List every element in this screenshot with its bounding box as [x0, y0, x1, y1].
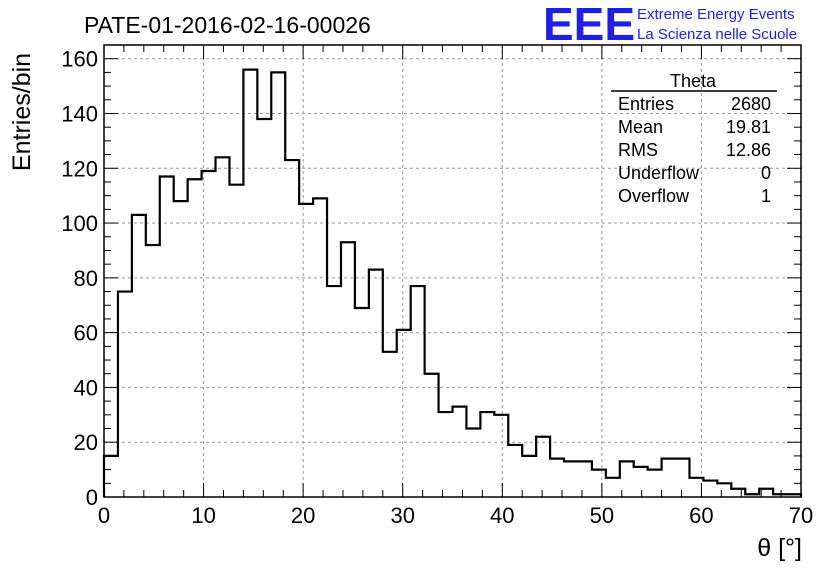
- histogram-bin: [104, 456, 118, 497]
- histogram-bin: [313, 198, 327, 497]
- x-tick-label: 30: [390, 503, 414, 528]
- stats-row-value: 12.86: [726, 140, 771, 160]
- y-tick-label: 140: [61, 101, 98, 126]
- histogram-bin: [132, 215, 146, 497]
- y-tick-label: 40: [74, 375, 98, 400]
- y-tick-label: 100: [61, 211, 98, 236]
- histogram-bin: [299, 204, 313, 497]
- grid-layer: [104, 45, 801, 497]
- stats-row-value: 2680: [731, 94, 771, 114]
- histogram-bin: [327, 286, 341, 497]
- histogram-bin: [355, 308, 369, 497]
- histogram-bin: [648, 470, 662, 497]
- eee-logo: EEE Extreme Energy Events La Scienza nel…: [543, 0, 797, 50]
- histogram-bin: [592, 470, 606, 497]
- histogram-bin: [453, 407, 467, 497]
- histogram-bin: [411, 286, 425, 497]
- x-tick-label: 70: [789, 503, 813, 528]
- plot-frame: [103, 44, 802, 498]
- histogram-bin: [118, 292, 132, 497]
- stats-box: Theta Entries 2680 Mean 19.81 RMS 12.86 Underf…: [611, 71, 777, 206]
- histogram-bin: [202, 171, 216, 497]
- x-tick-label: 50: [590, 503, 614, 528]
- histogram-bin: [508, 445, 522, 497]
- histogram-bin: [383, 352, 397, 497]
- histogram-outline: [102, 68, 803, 497]
- axis-ticks: [103, 44, 802, 498]
- histogram-bin: [146, 245, 160, 497]
- histogram-bin: [285, 160, 299, 497]
- stats-row-label: Mean: [618, 117, 663, 137]
- histogram-bin: [676, 459, 690, 497]
- histogram-bin: [188, 179, 202, 497]
- stats-row-label: Underflow: [618, 163, 700, 183]
- run-title: PATE-01-2016-02-16-00026: [84, 12, 371, 38]
- histogram-bin: [216, 157, 230, 497]
- histogram-bin: [160, 176, 174, 497]
- x-tick-label: 40: [490, 503, 514, 528]
- histogram-bin: [257, 119, 271, 497]
- x-tick-label: 0: [98, 503, 110, 528]
- histogram-bin: [480, 412, 494, 497]
- logo-line-1: Extreme Energy Events: [637, 6, 795, 23]
- histogram-bin: [606, 478, 620, 497]
- histogram-bin: [564, 461, 578, 497]
- stats-row-value: 0: [761, 163, 771, 183]
- y-tick-label: 160: [61, 47, 98, 72]
- stats-row-value: 19.81: [726, 117, 771, 137]
- histogram-bin: [341, 242, 355, 497]
- x-tick-label: 10: [191, 503, 215, 528]
- histogram-bin: [703, 481, 717, 497]
- histogram-bin: [229, 185, 243, 497]
- histogram-bin: [494, 415, 508, 497]
- histogram-bin: [536, 437, 550, 497]
- x-tick-label: 60: [689, 503, 713, 528]
- histogram-bars: [102, 68, 803, 497]
- y-tick-label: 80: [74, 266, 98, 291]
- histogram-bin: [243, 70, 257, 497]
- histogram-bin: [717, 483, 731, 497]
- histogram-bin: [271, 72, 285, 497]
- histogram-bin: [397, 330, 411, 497]
- stats-row-value: 1: [761, 186, 771, 206]
- histogram-bin: [466, 429, 480, 497]
- histogram-bin: [369, 270, 383, 497]
- y-tick-label: 60: [74, 321, 98, 346]
- histogram-bin: [578, 461, 592, 497]
- stats-row-label: RMS: [618, 140, 658, 160]
- stats-rows: Entries 2680 Mean 19.81 RMS 12.86 Underflow 0 Ov…: [618, 94, 771, 206]
- stats-row-label: Overflow: [618, 186, 690, 206]
- stats-row-label: Entries: [618, 94, 674, 114]
- y-tick-label: 0: [86, 485, 98, 510]
- histogram-bin: [662, 459, 676, 497]
- histogram-bin: [634, 467, 648, 497]
- histogram-bin: [439, 412, 453, 497]
- y-tick-label: 120: [61, 156, 98, 181]
- logo-line-2: La Scienza nelle Scuole: [637, 26, 797, 43]
- histogram-bin: [731, 489, 745, 497]
- histogram-bin: [522, 456, 536, 497]
- logo-letters: EEE: [543, 0, 635, 50]
- x-axis-label: θ [°]: [757, 534, 802, 562]
- y-axis-label: Entries/bin: [8, 53, 36, 171]
- histogram-bin: [425, 374, 439, 497]
- stats-box-name: Theta: [670, 71, 717, 91]
- histogram-bin: [174, 201, 188, 497]
- x-tick-label: 20: [291, 503, 315, 528]
- y-tick-label: 20: [74, 430, 98, 455]
